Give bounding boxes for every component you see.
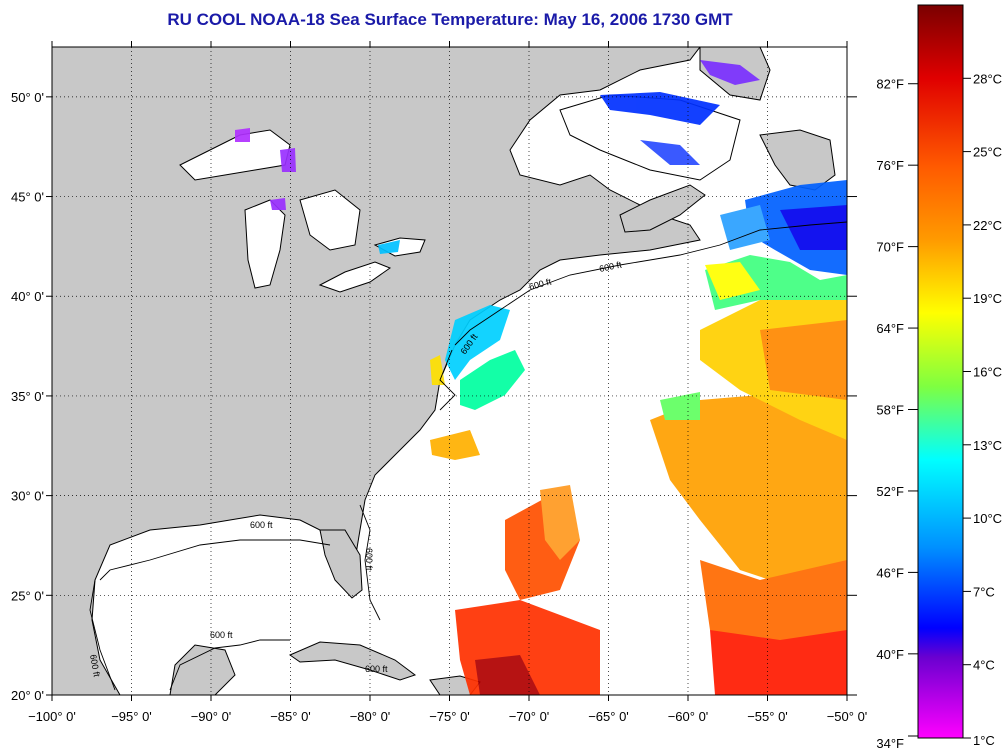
lat-tick-label: 20° 0' [11, 688, 44, 703]
colorbar-label-f: 64°F [876, 321, 904, 336]
lon-tick-label: −60° 0' [668, 709, 709, 724]
lon-tick-label: −100° 0' [28, 709, 76, 724]
colorbar-label-f: 40°F [876, 647, 904, 662]
colorbar-label-f: 82°F [876, 77, 904, 92]
colorbar-label-c: 10°C [973, 511, 1002, 526]
lake-huron [299, 189, 361, 251]
svg-text:600 ft: 600 ft [210, 630, 233, 640]
lat-tick-label: 45° 0' [11, 190, 44, 205]
lon-tick-label: −55° 0' [747, 709, 788, 724]
land-yucatan [169, 644, 236, 695]
lon-tick-label: −65° 0' [588, 709, 629, 724]
colorbar-label-c: 16°C [973, 365, 1002, 380]
land-nova-scotia [619, 184, 706, 233]
colorbar-label-c: 25°C [973, 145, 1002, 160]
lon-tick-label: −90° 0' [191, 709, 232, 724]
lake-erie [318, 261, 392, 293]
svg-text:600 ft: 600 ft [364, 548, 374, 571]
lat-tick-label: 35° 0' [11, 389, 44, 404]
lon-tick-label: −85° 0' [270, 709, 311, 724]
longitude-axis: −100° 0' −95° 0' −90° 0' −85° 0' −80° 0' −75°… [28, 41, 867, 724]
svg-text:600 ft: 600 ft [365, 664, 388, 674]
lat-tick-label: 30° 0' [11, 489, 44, 504]
colorbar-label-c: 13°C [973, 438, 1002, 453]
colorbar-label-f: 34°F [876, 736, 904, 751]
svg-text:600 ft: 600 ft [250, 520, 273, 530]
lat-tick-label: 25° 0' [11, 588, 44, 603]
lon-tick-label: −80° 0' [350, 709, 391, 724]
lon-tick-label: −75° 0' [429, 709, 470, 724]
lon-tick-label: −50° 0' [827, 709, 868, 724]
colorbar [917, 4, 964, 739]
colorbar-label-f: 46°F [876, 565, 904, 580]
map-title: RU COOL NOAA-18 Sea Surface Temperature:… [167, 10, 733, 29]
land-florida [319, 529, 363, 599]
sst-data-layer [235, 60, 847, 695]
isobath-contours [89, 221, 847, 691]
land-cuba [288, 641, 417, 681]
lat-tick-label: 50° 0' [11, 90, 44, 105]
colorbar-label-c: 22°C [973, 218, 1002, 233]
colorbar-label-f: 58°F [876, 403, 904, 418]
colorbar-label-c: 28°C [973, 71, 1002, 86]
colorbar-label-f: 70°F [876, 240, 904, 255]
colorbar-label-c: 19°C [973, 291, 1002, 306]
colorbar-label-c: 1°C [973, 733, 995, 748]
colorbar-label-f: 52°F [876, 484, 904, 499]
latitude-axis: 20° 0' 25° 0' 30° 0' 35° 0' 40° 0' 45° 0' 50° … [11, 90, 857, 703]
lat-tick-label: 40° 0' [11, 289, 44, 304]
colorbar-label-f: 76°F [876, 158, 904, 173]
graticule [52, 47, 847, 695]
lon-tick-label: −70° 0' [509, 709, 550, 724]
svg-text:600 ft: 600 ft [598, 259, 623, 274]
colorbar-fahrenheit-labels: 82°F 76°F 70°F 64°F 58°F 52°F 46°F 40°F 34°F [876, 77, 918, 751]
svg-text:600 ft: 600 ft [88, 654, 102, 678]
colorbar-celsius-labels: 28°C 25°C 22°C 19°C 16°C 13°C 10°C 7°C 4°C 1°C [963, 71, 1002, 748]
lon-tick-label: −95° 0' [111, 709, 152, 724]
colorbar-label-c: 4°C [973, 658, 995, 673]
colorbar-label-c: 7°C [973, 584, 995, 599]
